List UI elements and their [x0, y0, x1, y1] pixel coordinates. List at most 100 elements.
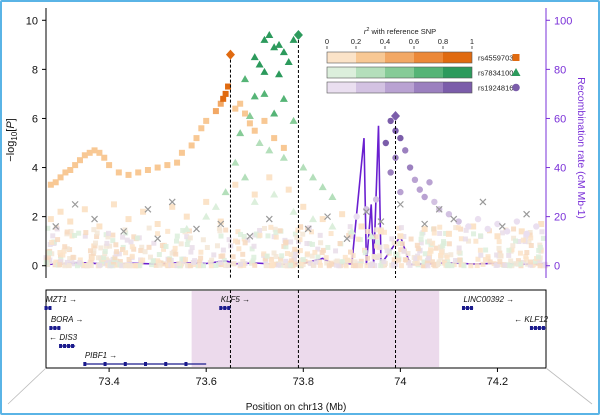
snp-point-background [113, 262, 119, 268]
snp-point-background [160, 261, 166, 267]
snp-point-background [217, 260, 223, 266]
snp-point-circle [421, 193, 428, 201]
snp-point-triangle [202, 212, 211, 220]
snp-point-background [172, 245, 178, 251]
snp-point-background [528, 259, 534, 265]
snp-point-background [245, 237, 251, 243]
snp-point-circle [353, 213, 360, 220]
legend-rows: rs45597035 rs78341008 rs1924816 [326, 51, 521, 94]
snp-point-background [297, 248, 303, 254]
snp-point-background [166, 257, 172, 263]
snp-point-background [94, 230, 100, 236]
snp-point-background [333, 262, 339, 268]
snp-point-background [441, 239, 447, 245]
snp-point-circle [387, 169, 394, 176]
snp-point-background [223, 263, 229, 269]
snp-point-unlinked [144, 205, 152, 213]
snp-point-background [123, 250, 129, 256]
snp-point-unlinked [154, 235, 162, 243]
snp-point-background [101, 255, 107, 261]
snp-point-background [110, 238, 116, 244]
snp-point-circle [397, 188, 404, 196]
snp-point-background [97, 262, 103, 268]
snp-point-background [76, 230, 82, 236]
snp-point-background [373, 243, 379, 249]
snp-point-background [268, 224, 274, 230]
snp-point-triangle [318, 183, 327, 191]
snp-point-background [128, 239, 134, 245]
snp-point-background [508, 258, 514, 264]
snp-point-background [208, 263, 214, 269]
gene-label: BORA → [51, 315, 84, 324]
snp-point-circle [431, 198, 438, 206]
snp-point-background [374, 239, 380, 245]
snp-point-background [377, 253, 383, 259]
snp-point-background [513, 261, 519, 267]
snp-point-background [507, 263, 513, 269]
snp-point-background [323, 255, 329, 261]
snp-point-background [415, 246, 421, 252]
snp-point-background [525, 261, 531, 267]
snp-point-background [474, 263, 480, 269]
snp-point-background [398, 225, 404, 231]
snp-point-background [350, 253, 356, 259]
snp-point-background [89, 254, 95, 260]
snp-point-background [201, 263, 207, 269]
snp-point-circle [387, 117, 394, 125]
snp-point-background [283, 240, 289, 246]
snp-point-square [125, 171, 132, 178]
snp-point-triangle [211, 202, 220, 210]
snp-point-triangle [328, 193, 337, 200]
snp-point-unlinked [217, 220, 225, 228]
snp-point-triangle [255, 139, 264, 146]
snp-point-background [149, 262, 155, 268]
snp-point-background [389, 236, 395, 242]
snp-point-triangle [250, 53, 259, 61]
snp-point-background [161, 246, 167, 252]
snp-point-background [113, 242, 119, 248]
snp-point-background [223, 227, 229, 233]
snp-point-square [266, 174, 273, 181]
snp-point-background [422, 251, 428, 257]
snp-point-background [117, 259, 123, 265]
snp-point-background [91, 227, 97, 233]
snp-point-unlinked [343, 235, 351, 243]
snp-point-background [184, 262, 190, 268]
snp-point-background [120, 234, 126, 240]
snp-point-background [276, 262, 282, 268]
snp-point-background [263, 263, 269, 269]
snp-point-background [429, 259, 435, 265]
snp-point-background [273, 254, 279, 260]
snp-point-background [153, 262, 159, 268]
snp-point-background [196, 259, 202, 265]
snp-point-background [315, 246, 321, 252]
gene-exon [83, 362, 87, 366]
snp-point-background [61, 248, 67, 254]
snp-point-background [418, 240, 424, 246]
snp-point-square [115, 169, 122, 176]
snp-point-background [444, 254, 450, 260]
snp-point-background [452, 258, 458, 264]
snp-point-background [53, 259, 59, 265]
gene-exon [103, 362, 107, 366]
snp-point-background [425, 263, 431, 269]
snp-point-background [300, 257, 306, 263]
snp-point-background [309, 253, 315, 259]
snp-point-background [51, 239, 57, 245]
snp-point-background [176, 261, 182, 267]
snp-point-background [431, 230, 437, 236]
gene-exon [63, 344, 67, 348]
snp-point-unlinked [479, 198, 487, 206]
snp-point-background [408, 236, 414, 242]
highlight-region [191, 291, 440, 367]
snp-point-square [212, 108, 219, 115]
snp-point-background [393, 251, 399, 257]
snp-point-background [471, 231, 477, 237]
gene-exon [164, 362, 168, 366]
snp-point-background [291, 256, 297, 262]
snp-point-circle [503, 228, 511, 235]
snp-point-background [482, 257, 488, 263]
snp-point-background [82, 233, 88, 239]
snp-point-background [213, 262, 219, 268]
snp-point-background [445, 259, 451, 265]
